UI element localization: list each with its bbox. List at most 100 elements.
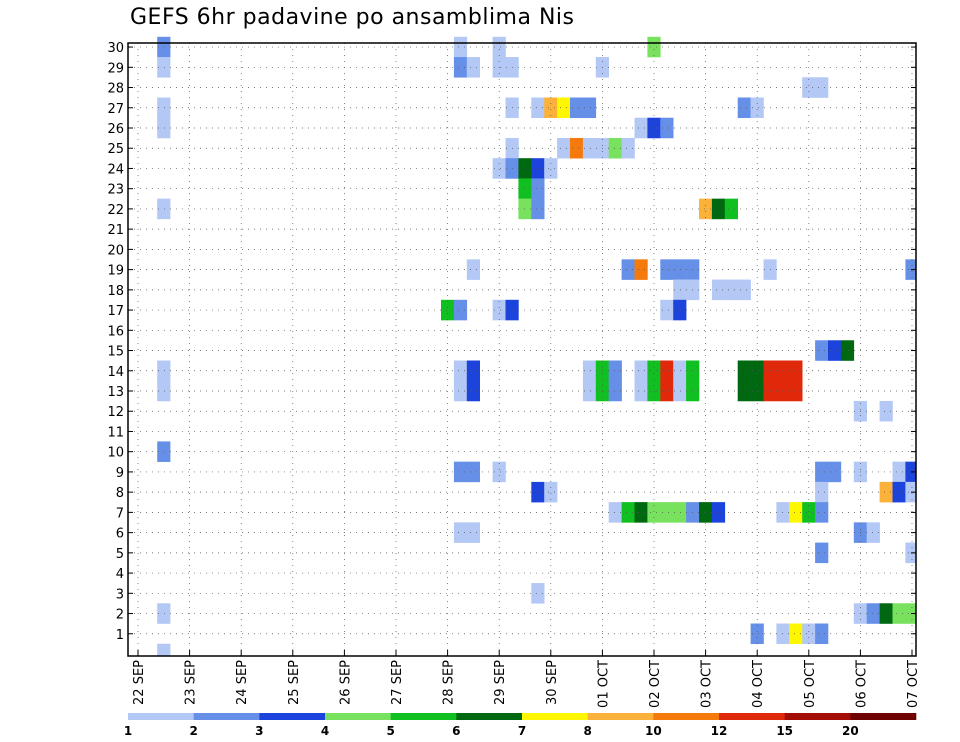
colorbar-swatch	[850, 713, 917, 720]
y-tick-label: 13	[107, 385, 124, 400]
heatmap-cell	[453, 36, 468, 58]
heatmap-cell	[453, 522, 468, 543]
y-tick-label: 24	[107, 162, 124, 177]
heatmap-cell	[750, 360, 764, 382]
heatmap-cell	[840, 340, 855, 361]
heatmap-cell	[634, 502, 648, 523]
y-tick-label: 22	[107, 203, 124, 218]
x-tick-label: 03 OCT	[700, 660, 715, 708]
colorbar-label: 15	[776, 724, 793, 738]
heatmap-cell	[157, 380, 171, 402]
x-tick-label: 27 SEP	[390, 660, 405, 705]
colorbar-label: 1	[124, 724, 132, 738]
heatmap-cell	[866, 603, 880, 624]
y-tick-label: 17	[107, 304, 124, 319]
heatmap-cell	[879, 400, 893, 422]
chart-title: GEFS 6hr padavine po ansamblima Nis	[130, 5, 575, 30]
heatmap-cell	[802, 77, 816, 98]
heatmap-cell	[544, 97, 558, 119]
data-cells	[157, 36, 916, 656]
heatmap-cell	[673, 502, 687, 523]
heatmap-cell	[608, 360, 622, 382]
x-tick-label: 24 SEP	[235, 660, 250, 705]
grid-lines	[128, 43, 916, 656]
heatmap-cell	[157, 97, 171, 119]
heatmap-cell	[441, 299, 455, 321]
y-tick-label: 8	[116, 486, 124, 501]
colorbar-swatch	[587, 713, 654, 720]
y-tick-label: 14	[107, 365, 124, 380]
heatmap-cell	[621, 137, 635, 159]
heatmap-cell	[453, 380, 468, 402]
heatmap-cell	[634, 380, 648, 402]
heatmap-cell	[711, 502, 726, 523]
heatmap-cell	[828, 340, 842, 361]
y-tick-label: 12	[107, 405, 124, 420]
colorbar-swatch	[259, 713, 326, 720]
heatmap-cell	[531, 178, 545, 199]
heatmap-cell	[724, 198, 738, 220]
y-tick-label: 11	[107, 425, 124, 440]
heatmap-cell	[608, 137, 622, 159]
y-tick-label: 3	[116, 587, 124, 602]
heatmap-cell	[737, 380, 751, 402]
y-tick-label: 6	[116, 527, 124, 542]
heatmap-cell	[750, 97, 764, 119]
heatmap-cell	[673, 360, 687, 382]
heatmap-cell	[815, 77, 829, 98]
x-tick-label: 28 SEP	[442, 660, 457, 705]
heatmap-cell	[582, 360, 597, 382]
y-tick-label: 5	[116, 547, 124, 562]
x-tick-label: 29 SEP	[493, 660, 508, 705]
heatmap-cell	[466, 461, 480, 483]
heatmap-cell	[582, 137, 597, 159]
y-tick-label: 2	[116, 608, 124, 623]
heatmap-cell	[673, 299, 687, 321]
y-tick-label: 16	[107, 324, 124, 339]
x-axis: 22 SEP 23 SEP 24 SEP 25 SEP 26 SEP 27 SEP 28 S…	[132, 650, 921, 708]
heatmap-cell	[492, 461, 506, 483]
heatmap-cell	[660, 299, 674, 321]
heatmap-cell	[634, 360, 648, 382]
colorbar-label: 3	[255, 724, 263, 738]
x-tick-label: 23 SEP	[184, 660, 199, 705]
heatmap-cell	[157, 441, 171, 462]
heatmap-cell	[879, 603, 893, 624]
heatmap-cell	[157, 198, 171, 220]
colorbar-label: 7	[518, 724, 526, 738]
y-tick-label: 26	[107, 122, 124, 137]
heatmap-cell	[570, 137, 584, 159]
heatmap-cell	[673, 279, 687, 301]
x-tick-label: 26 SEP	[338, 660, 353, 705]
heatmap-cell	[466, 522, 480, 543]
x-tick-label: 04 OCT	[751, 660, 766, 708]
heatmap-cell	[466, 380, 480, 402]
heatmap-cell	[157, 36, 171, 58]
heatmap-cell	[815, 502, 829, 523]
heatmap-cell	[453, 360, 468, 382]
colorbar-swatch	[128, 713, 194, 720]
x-tick-label: 02 OCT	[648, 660, 663, 708]
heatmap-cell	[673, 259, 687, 280]
colorbar-label: 4	[321, 724, 329, 738]
heatmap-cell	[815, 340, 829, 361]
heatmap-cell	[557, 97, 571, 119]
heatmap-cell	[815, 623, 829, 645]
plot-frame	[127, 42, 917, 657]
y-axis: 1234567891011121314151617181920212223242…	[107, 41, 916, 643]
heatmap-cell	[582, 380, 597, 402]
heatmap-cell	[647, 36, 661, 58]
heatmap-cell	[737, 279, 751, 301]
heatmap-cell	[879, 481, 893, 503]
colorbar-label: 20	[842, 724, 859, 738]
heatmap-cell	[453, 57, 468, 78]
heatmap-cell	[737, 360, 751, 382]
heatmap-cell	[802, 502, 816, 523]
colorbar-swatch	[522, 713, 588, 720]
heatmap-cell	[531, 198, 545, 220]
heatmap-cell	[892, 603, 906, 624]
y-tick-label: 15	[107, 345, 124, 360]
y-tick-label: 27	[107, 102, 124, 117]
colorbar-label: 6	[452, 724, 460, 738]
